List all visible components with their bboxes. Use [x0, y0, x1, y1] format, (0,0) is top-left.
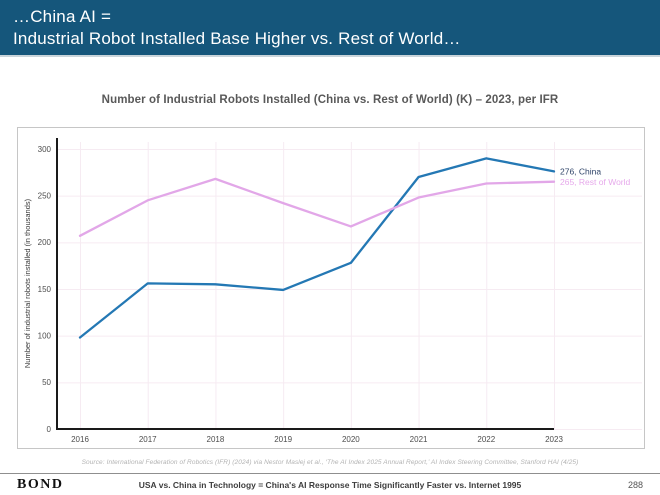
slide-header: …China AI = Industrial Robot Installed B…: [0, 0, 660, 57]
svg-text:250: 250: [38, 191, 52, 200]
svg-text:265, Rest of World: 265, Rest of World: [560, 177, 631, 187]
header-title-line2: Industrial Robot Installed Base Higher v…: [13, 29, 461, 48]
source-citation: Source: International Federation of Robo…: [81, 459, 579, 466]
slide-footer: BOND USA vs. China in Technology = China…: [0, 474, 660, 495]
svg-text:2023: 2023: [545, 435, 563, 444]
svg-text:2017: 2017: [139, 435, 157, 444]
svg-text:100: 100: [38, 331, 52, 340]
svg-text:2018: 2018: [207, 435, 225, 444]
svg-text:300: 300: [38, 145, 52, 154]
svg-text:276, China: 276, China: [560, 167, 601, 177]
svg-text:2020: 2020: [342, 435, 360, 444]
footer-section-title: USA vs. China in Technology = China's AI…: [138, 480, 522, 490]
header-title-line1: …China AI =: [13, 7, 112, 26]
svg-text:Number of industrial robots in: Number of industrial robots installed (i…: [23, 198, 32, 368]
robots-line-chart: 0 50 100 150 200 250 300 2016 2017 2018 2019 2020 20…: [23, 138, 642, 444]
footer-divider: [0, 473, 660, 474]
svg-text:2019: 2019: [274, 435, 292, 444]
svg-text:2016: 2016: [71, 435, 89, 444]
chart-title: Number of Industrial Robots Installed (C…: [101, 94, 559, 106]
chart-container: 0 50 100 150 200 250 300 2016 2017 2018 2019 2020 20…: [17, 127, 645, 449]
svg-text:0: 0: [47, 425, 52, 434]
svg-text:2022: 2022: [477, 435, 495, 444]
page-number: 288: [627, 480, 643, 490]
svg-text:2021: 2021: [410, 435, 428, 444]
svg-text:200: 200: [38, 238, 52, 247]
bond-logo: BOND: [17, 477, 64, 492]
svg-text:50: 50: [42, 378, 51, 387]
svg-text:150: 150: [38, 285, 52, 294]
